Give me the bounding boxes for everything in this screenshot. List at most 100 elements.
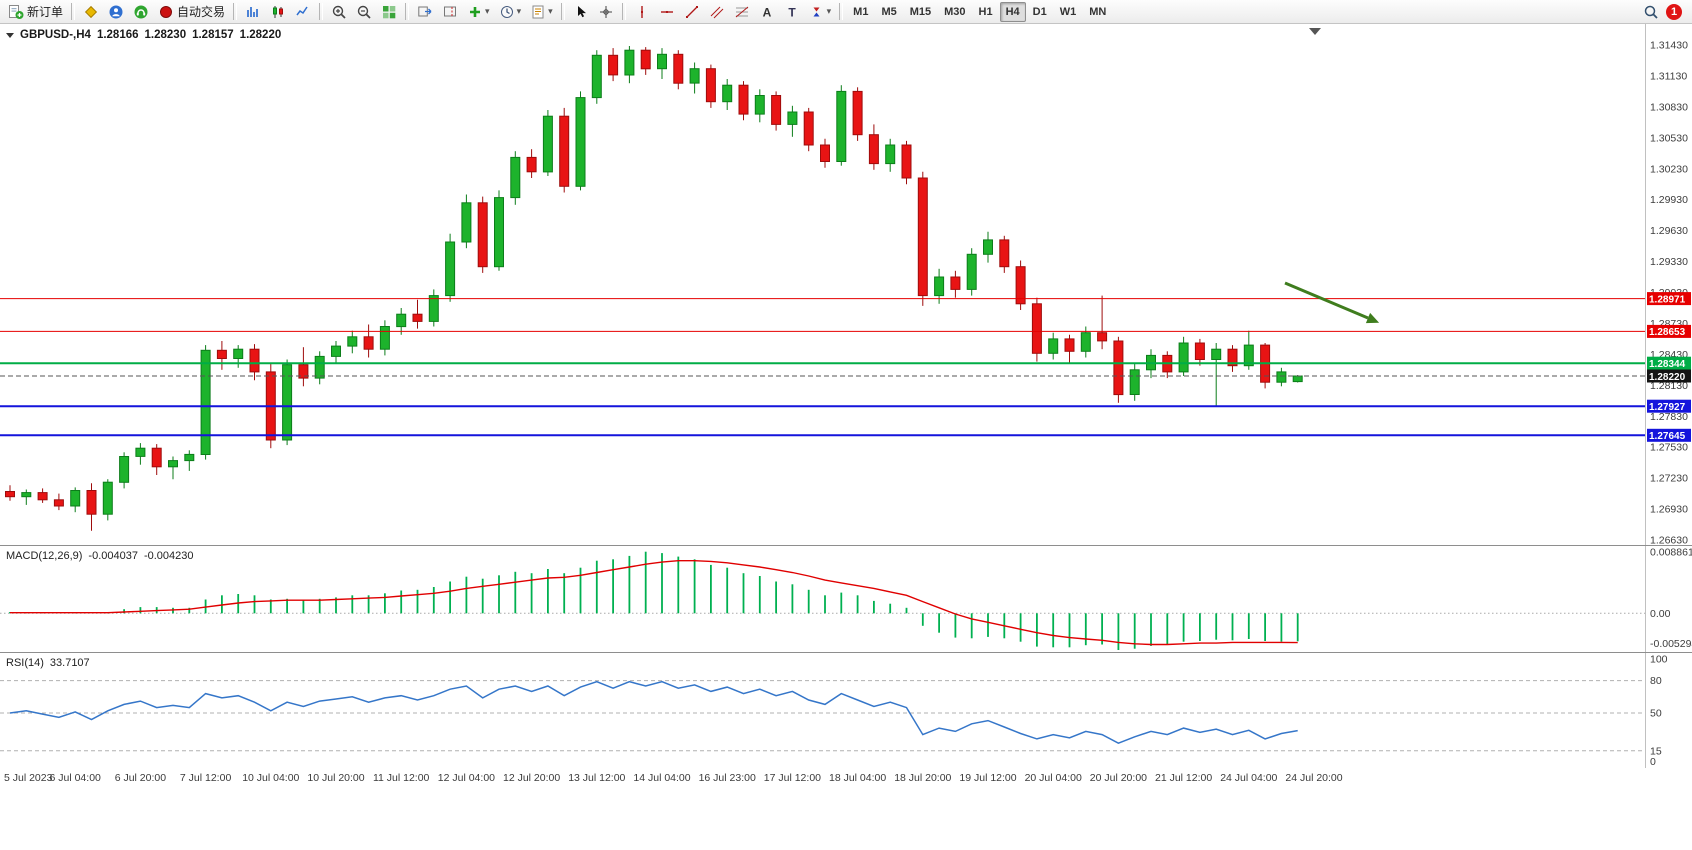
timeframe-h1[interactable]: H1 bbox=[978, 5, 993, 18]
caret-down-icon: ▾ bbox=[516, 6, 522, 16]
svg-text:0: 0 bbox=[1650, 756, 1656, 768]
text-label-button[interactable]: T bbox=[780, 2, 804, 22]
text-button[interactable]: A bbox=[755, 2, 779, 22]
fibonacci-button[interactable] bbox=[730, 2, 754, 22]
svg-text:1.28653: 1.28653 bbox=[1649, 327, 1686, 338]
timeframe-d1[interactable]: D1 bbox=[1032, 5, 1047, 18]
macd-axis-labels: 0.008861 0.00 -0.005294 bbox=[1650, 547, 1692, 651]
svg-text:1.30830: 1.30830 bbox=[1650, 101, 1688, 113]
timeframe-m15[interactable]: M15 bbox=[909, 5, 932, 18]
crosshair-button[interactable] bbox=[594, 2, 618, 22]
timeframe-mn[interactable]: MN bbox=[1089, 5, 1107, 18]
svg-text:1.27645: 1.27645 bbox=[1649, 431, 1686, 442]
scroll-to-end-button[interactable] bbox=[413, 2, 437, 22]
vertical-line-button[interactable] bbox=[630, 2, 654, 22]
time-axis-label: 21 Jul 12:00 bbox=[1154, 772, 1213, 784]
macd-histogram bbox=[9, 551, 1299, 650]
toolbar-separator bbox=[233, 3, 238, 20]
indicators-button[interactable]: ▾ bbox=[463, 2, 494, 22]
autotrading-label: 自动交易 bbox=[177, 5, 226, 19]
support-icon bbox=[133, 4, 149, 20]
svg-text:A: A bbox=[762, 5, 771, 19]
time-axis-label: 11 Jul 12:00 bbox=[372, 772, 430, 784]
profile-button[interactable] bbox=[104, 2, 128, 22]
search-button[interactable] bbox=[1639, 2, 1663, 22]
periods-button[interactable]: ▾ bbox=[495, 2, 526, 22]
svg-text:1.27927: 1.27927 bbox=[1649, 402, 1686, 413]
chart-shift-marker-icon[interactable] bbox=[1309, 28, 1321, 35]
autotrading-button[interactable]: 自动交易 bbox=[154, 2, 229, 22]
tile-windows-icon bbox=[381, 4, 397, 20]
svg-text:50: 50 bbox=[1650, 708, 1662, 720]
svg-text:1.31130: 1.31130 bbox=[1650, 70, 1687, 82]
chart-line-button[interactable] bbox=[291, 2, 315, 22]
templates-button[interactable]: ▾ bbox=[526, 2, 557, 22]
rsi-level-lines bbox=[0, 680, 1645, 752]
toolbar-separator bbox=[621, 3, 626, 20]
trendline-button[interactable] bbox=[680, 2, 704, 22]
zoom-out-icon bbox=[356, 4, 372, 20]
new-order-button[interactable]: 新订单 bbox=[4, 2, 67, 22]
new-order-icon bbox=[8, 4, 24, 20]
chart-line-icon bbox=[295, 4, 311, 20]
toolbar-separator bbox=[839, 3, 844, 20]
svg-text:1.28344: 1.28344 bbox=[1649, 359, 1686, 370]
candlesticks bbox=[5, 46, 1303, 531]
channel-button[interactable] bbox=[705, 2, 729, 22]
main-chart-panel: 1.31430 1.31130 1.30830 1.30530 1.30230 1.299… bbox=[0, 24, 1692, 546]
timeframe-m1[interactable]: M1 bbox=[853, 5, 869, 18]
svg-text:1.31430: 1.31430 bbox=[1650, 40, 1688, 52]
horizontal-line-button[interactable] bbox=[655, 2, 679, 22]
timeframe-m30[interactable]: M30 bbox=[944, 5, 966, 18]
toolbar-separator bbox=[319, 3, 324, 20]
rsi-chart[interactable]: 100 80 50 150 bbox=[0, 653, 1692, 768]
caret-down-icon: ▾ bbox=[485, 6, 490, 16]
mql5-button[interactable] bbox=[79, 2, 103, 22]
timeframe-h4[interactable]: H4 bbox=[999, 1, 1026, 22]
support-button[interactable] bbox=[129, 2, 153, 22]
fibonacci-icon bbox=[734, 4, 750, 20]
notification-badge[interactable]: 1 bbox=[1666, 3, 1682, 20]
chart-bars-button[interactable] bbox=[241, 2, 265, 22]
time-axis-label: 18 Jul 20:00 bbox=[894, 772, 952, 784]
time-axis-label: 20 Jul 20:00 bbox=[1089, 772, 1147, 784]
time-axis-label: 20 Jul 04:00 bbox=[1024, 772, 1082, 784]
zoom-out-button[interactable] bbox=[352, 2, 376, 22]
time-axis-label: 13 Jul 12:00 bbox=[568, 772, 626, 784]
arrows-button[interactable]: ▾ bbox=[805, 2, 836, 22]
templates-icon bbox=[530, 4, 546, 20]
text-label-icon: T bbox=[784, 4, 800, 20]
svg-text:1.29930: 1.29930 bbox=[1650, 194, 1688, 206]
timeframe-w1[interactable]: W1 bbox=[1059, 5, 1077, 18]
time-axis-label: 12 Jul 04:00 bbox=[437, 772, 495, 784]
macd-chart[interactable]: 0.008861 0.00 -0.005294 bbox=[0, 546, 1692, 652]
time-axis-label: 10 Jul 04:00 bbox=[242, 772, 300, 784]
time-axis-label: 12 Jul 20:00 bbox=[502, 772, 561, 784]
profile-icon bbox=[108, 4, 124, 20]
autotrading-icon bbox=[158, 4, 174, 20]
toolbar-separator bbox=[405, 3, 410, 20]
time-axis-label: 19 Jul 12:00 bbox=[959, 772, 1017, 784]
toolbar: 新订单 自动交易 ▾ ▾ ▾ A T ▾ M1 M5 M15 M30 H1 H4 D1 W1 MN 1 bbox=[0, 0, 1692, 24]
time-axis-label: 16 Jul 23:00 bbox=[698, 772, 756, 784]
vline-icon bbox=[634, 4, 650, 20]
main-price-chart[interactable]: 1.31430 1.31130 1.30830 1.30530 1.30230 1.299… bbox=[0, 24, 1692, 545]
chart-candles-button[interactable] bbox=[266, 2, 290, 22]
timeframe-m5[interactable]: M5 bbox=[881, 5, 897, 18]
trendline-icon bbox=[684, 4, 700, 20]
tile-windows-button[interactable] bbox=[377, 2, 401, 22]
svg-text:1.26930: 1.26930 bbox=[1650, 504, 1688, 516]
zoom-in-button[interactable] bbox=[327, 2, 351, 22]
svg-text:1.29630: 1.29630 bbox=[1650, 225, 1688, 237]
svg-text:T: T bbox=[788, 5, 796, 19]
svg-text:1.27530: 1.27530 bbox=[1650, 442, 1688, 454]
svg-text:1.26630: 1.26630 bbox=[1650, 535, 1688, 546]
cursor-button[interactable] bbox=[569, 2, 593, 22]
chart-shift-button[interactable] bbox=[438, 2, 462, 22]
arrow-annotation[interactable] bbox=[1284, 281, 1380, 324]
search-icon bbox=[1643, 4, 1659, 20]
rsi-panel: 100 80 50 15 0 bbox=[0, 653, 1692, 769]
time-axis-label: 6 Jul 20:00 bbox=[114, 772, 167, 784]
toolbar-separator bbox=[560, 3, 565, 20]
